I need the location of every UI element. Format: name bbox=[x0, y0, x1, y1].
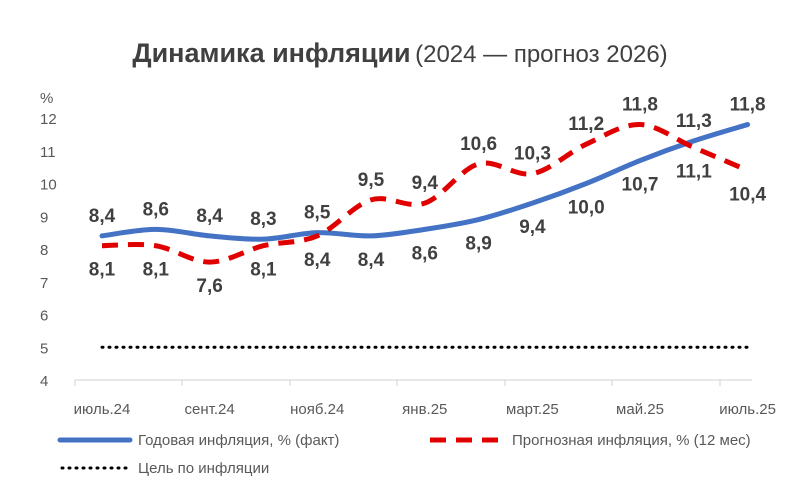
data-label-actual: 10,0 bbox=[568, 198, 605, 219]
data-label-actual: 8,6 bbox=[412, 243, 438, 264]
data-label-actual: 8,9 bbox=[465, 234, 491, 255]
x-tick-label: сент.24 bbox=[185, 401, 235, 418]
chart-subtitle: (2024 — прогноз 2026) bbox=[415, 41, 668, 68]
data-label-forecast: 8,1 bbox=[250, 260, 277, 281]
chart-data-labels: 8,4 8,6 8,4 8,3 8,5 8,4 8,6 8,9 9,4 10,0 10,7 11,3 1… bbox=[89, 95, 767, 298]
series-actual-line bbox=[99, 122, 751, 242]
x-tick-label: май.25 bbox=[616, 401, 664, 418]
chart-title: Динамика инфляции (2024 — прогноз 2026) bbox=[0, 38, 800, 69]
data-label-forecast: 10,3 bbox=[514, 144, 551, 165]
legend-label-actual: Годовая инфляция, % (факт) bbox=[138, 432, 339, 449]
y-tick-label: 12 bbox=[40, 111, 57, 128]
data-label-actual: 10,7 bbox=[622, 175, 659, 196]
data-label-forecast: 8,4 bbox=[304, 250, 331, 271]
data-label-actual: 8,5 bbox=[304, 203, 331, 224]
y-tick-label: 4 bbox=[40, 373, 48, 390]
data-label-actual: 9,4 bbox=[519, 217, 546, 238]
legend-label-forecast: Прогнозная инфляция, % (12 мес) bbox=[512, 432, 751, 449]
legend-label-target: Цель по инфляции bbox=[138, 460, 269, 477]
data-label-actual: 8,6 bbox=[143, 199, 169, 220]
y-tick-label: 7 bbox=[40, 275, 48, 292]
y-tick-label: 9 bbox=[40, 209, 48, 226]
data-label-forecast: 8,1 bbox=[143, 260, 170, 281]
data-label-actual: 11,3 bbox=[676, 111, 712, 132]
data-label-forecast: 10,6 bbox=[460, 134, 497, 155]
data-label-actual: 11,8 bbox=[730, 95, 766, 116]
data-label-forecast: 11,2 bbox=[568, 114, 604, 135]
chart-title-main: Динамика инфляции bbox=[132, 38, 411, 68]
chart-legend: Годовая инфляция, % (факт) Прогнозная инф… bbox=[57, 432, 751, 477]
data-label-actual: 8,3 bbox=[250, 209, 276, 230]
data-label-forecast: 7,6 bbox=[196, 276, 222, 297]
x-tick-label: янв.25 bbox=[402, 401, 447, 418]
y-tick-label: 5 bbox=[40, 340, 48, 357]
data-label-forecast: 11,1 bbox=[676, 161, 712, 182]
x-tick-label: июль.24 bbox=[74, 401, 131, 418]
x-tick-label: март.25 bbox=[506, 401, 559, 418]
y-tick-label: 6 bbox=[40, 308, 48, 325]
data-label-actual: 8,4 bbox=[358, 250, 385, 271]
x-tick-label: июль.25 bbox=[719, 401, 776, 418]
data-label-actual: 8,4 bbox=[89, 206, 116, 227]
x-tick-label: нояб.24 bbox=[290, 401, 344, 418]
data-label-forecast: 10,4 bbox=[729, 184, 766, 205]
y-axis-unit-label: % bbox=[40, 90, 53, 107]
data-label-forecast: 9,4 bbox=[412, 173, 439, 194]
y-tick-label: 10 bbox=[40, 177, 57, 194]
series-forecast-line bbox=[101, 122, 749, 265]
data-label-actual: 8,4 bbox=[196, 206, 223, 227]
chart-axes: 4 5 6 7 8 9 10 11 12% июль.24 сент.24 нояб.24 янв.25… bbox=[40, 90, 776, 418]
y-tick-label: 8 bbox=[40, 242, 48, 259]
data-label-forecast: 8,1 bbox=[89, 260, 116, 281]
data-label-forecast: 9,5 bbox=[358, 170, 385, 191]
data-label-forecast: 11,8 bbox=[622, 95, 658, 116]
y-tick-label: 11 bbox=[40, 144, 56, 161]
chart-series bbox=[99, 122, 751, 349]
